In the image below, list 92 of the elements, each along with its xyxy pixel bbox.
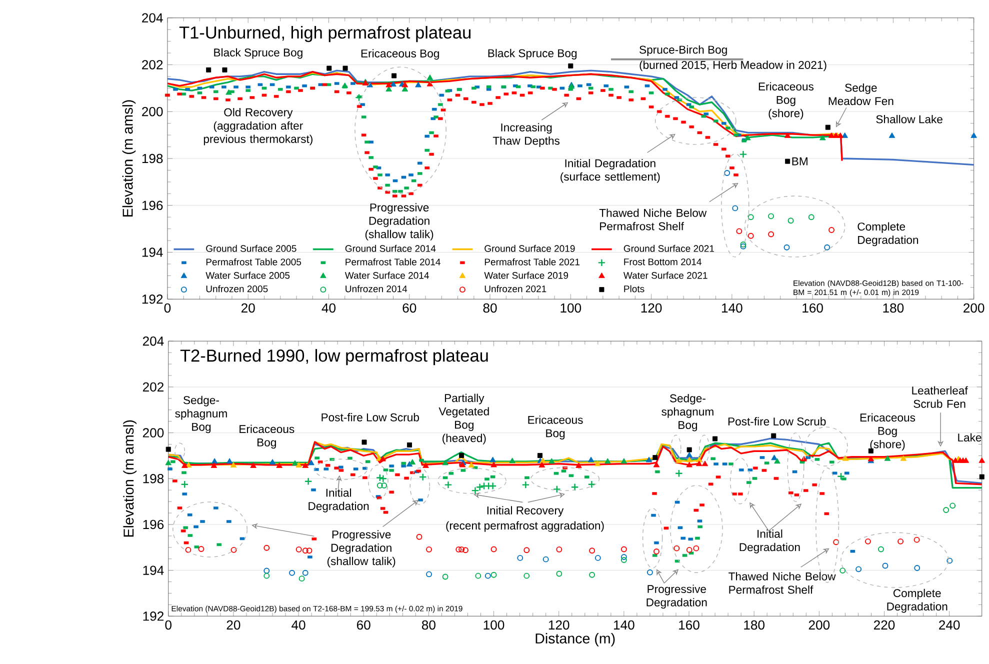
y-tick-label: 200 xyxy=(142,428,164,438)
x-tick-label: 160 xyxy=(679,620,700,630)
annotation: (burned 2015, Herb Meadow in 2021) xyxy=(640,60,826,71)
x-tick-label: 0 xyxy=(165,620,172,630)
legend-label: Permafrost Table 2014 xyxy=(346,258,440,266)
chart-title: T2-Burned 1990, low permafrost plateau xyxy=(180,348,488,365)
y-tick-label: 204 xyxy=(142,13,163,22)
chart-title: T1-Unburned, high permafrost plateau xyxy=(179,26,471,42)
annotation: Old Recovery (aggradation after previous thermokarst) xyxy=(204,108,312,146)
legend-label: Water Surface 2019 xyxy=(484,272,568,279)
legend-label: Unfrozen 2021 xyxy=(484,285,546,292)
annotation: Complete Degradation xyxy=(887,588,948,613)
y-tick-label: 202 xyxy=(142,382,164,392)
annotation: Increasing Thaw Depths xyxy=(492,122,560,147)
x-tick-label: 200 xyxy=(964,303,984,312)
annotation: Thawed Niche Below Permafrost Shelf xyxy=(599,208,707,230)
annotation: Shallow Lake xyxy=(876,114,942,124)
x-tick-label: 20 xyxy=(226,620,240,630)
annotation: Progressive Degradation (shallow talik) xyxy=(365,202,434,240)
annotation: Ericaceous Bog xyxy=(528,415,583,440)
annotation: Ericaceous Bog (shore) xyxy=(860,413,916,450)
y-axis-title: Elevation (m amsl) xyxy=(123,420,137,536)
x-tick-label: 60 xyxy=(356,620,370,630)
y-tick-label: 192 xyxy=(143,611,164,621)
y-tick-label: 196 xyxy=(143,520,164,529)
annotation: Progressive Degradation (shallow talik) xyxy=(327,530,396,568)
x-axis-title: Distance (m) xyxy=(536,632,615,646)
annotation: Initial Degradation (surface settlement) xyxy=(560,158,660,183)
x-tick-label: 140 xyxy=(614,620,634,630)
x-tick-label: 80 xyxy=(483,303,497,312)
annotation: Post-fire Low Scrub xyxy=(728,416,826,426)
x-tick-label: 100 xyxy=(484,620,504,630)
annotation: Thawed Niche Below Permafrost Shelf xyxy=(728,572,836,594)
annotation: Ericaceous Bog xyxy=(361,48,439,60)
y-tick-label: 194 xyxy=(142,247,163,257)
x-tick-label: 20 xyxy=(241,303,255,312)
annotation: Black Spruce Bog xyxy=(488,48,577,60)
x-tick-label: 40 xyxy=(322,303,336,312)
x-tick-label: 200 xyxy=(808,620,830,630)
x-tick-label: 0 xyxy=(164,303,171,312)
legend-label: Unfrozen 2005 xyxy=(206,285,268,292)
legend-label: Ground Surface 2021 xyxy=(624,244,714,252)
annotation: Lake xyxy=(958,433,982,442)
annotation: Initial Recovery xyxy=(487,506,564,517)
y-tick-label: 194 xyxy=(143,566,164,575)
y-axis-title: Elevation (m amsl) xyxy=(122,100,136,216)
annotation: BM xyxy=(792,157,808,166)
x-tick-label: 180 xyxy=(883,303,904,312)
x-tick-label: 220 xyxy=(874,620,895,630)
x-tick-label: 40 xyxy=(292,620,306,630)
legend-label: Water Surface 2014 xyxy=(344,272,429,279)
legend-label: Ground Surface 2019 xyxy=(484,244,575,252)
x-tick-label: 180 xyxy=(744,620,764,630)
legend-label: Unfrozen 2014 xyxy=(346,285,408,292)
legend-label: Frost Bottom 2014 xyxy=(624,258,702,266)
annotation: Sedge-sphagnum Bog xyxy=(662,394,714,432)
y-tick-label: 192 xyxy=(142,294,163,304)
x-tick-label: 140 xyxy=(722,303,742,312)
annotation: Post-fire Low Scrub xyxy=(322,412,419,422)
annotation: Initial Degradation xyxy=(740,529,800,554)
x-tick-label: 240 xyxy=(939,620,960,630)
annotation: Sedge Meadow Fen xyxy=(828,83,894,105)
legend-label: Permafrost Table 2021 xyxy=(484,258,580,266)
legend-label: Permafrost Table 2005 xyxy=(206,258,302,266)
annotation: Leatherleaf Scrub Fen xyxy=(912,386,968,408)
y-tick-label: 204 xyxy=(142,336,164,346)
y-tick-label: 196 xyxy=(142,200,163,210)
x-tick-label: 100 xyxy=(560,303,582,312)
annotation: Initial Degradation xyxy=(308,488,369,512)
x-tick-label: 160 xyxy=(802,303,823,312)
legend-label: Plots xyxy=(624,285,644,292)
annotation: (recent permafrost aggradation) xyxy=(446,521,604,532)
annotation: Complete Degradation xyxy=(858,222,918,246)
x-tick-label: 80 xyxy=(422,620,436,630)
annotation: Ericaceous Bog xyxy=(240,424,294,448)
legend-label: Ground Surface 2005 xyxy=(206,244,296,252)
y-tick-label: 200 xyxy=(142,106,163,116)
x-tick-label: 60 xyxy=(402,303,416,312)
annotation: Ericaceous Bog (shore) xyxy=(758,82,814,120)
legend-label: Water Surface 2021 xyxy=(623,272,708,279)
annotation: Progressive Degradation xyxy=(646,584,707,608)
legend-label: Water Surface 2005 xyxy=(206,272,290,279)
annotation: Spruce-Birch Bog xyxy=(640,45,727,56)
y-tick-label: 198 xyxy=(143,474,164,484)
y-tick-label: 202 xyxy=(142,60,163,70)
annotation: Partially Vegetated Bog (heaved) xyxy=(438,394,489,444)
x-tick-label: 120 xyxy=(548,620,570,630)
annotation: Sedge-sphagnum Bog xyxy=(175,396,227,433)
legend-label: Ground Surface 2014 xyxy=(345,244,436,252)
annotation: Black Spruce Bog xyxy=(214,48,302,59)
y-tick-label: 198 xyxy=(142,154,163,163)
x-tick-label: 120 xyxy=(641,303,662,312)
